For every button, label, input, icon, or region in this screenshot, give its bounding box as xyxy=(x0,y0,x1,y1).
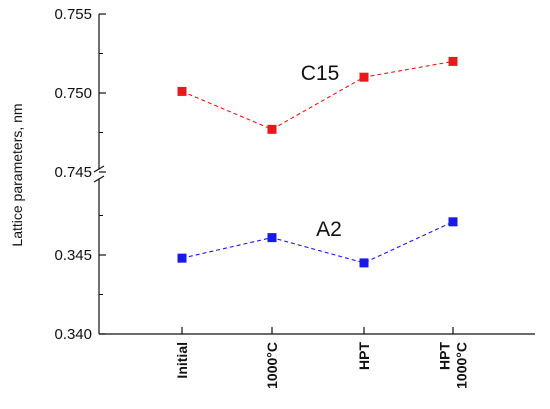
series-label-c15: C15 xyxy=(301,62,340,85)
x-category-label: HPT xyxy=(437,342,453,370)
data-point-a2 xyxy=(359,258,369,268)
x-category-label: HPT xyxy=(356,342,372,370)
data-point-c15 xyxy=(177,86,187,96)
series-line-a2 xyxy=(181,221,454,264)
y-tick-label: 0.750 xyxy=(54,85,92,102)
y-tick-label: 0.755 xyxy=(54,6,92,23)
y-tick-label: 0.745 xyxy=(54,164,92,181)
x-category-label: 1000°C xyxy=(264,342,280,389)
data-point-a2 xyxy=(448,217,458,227)
x-category-label: 1000°C xyxy=(454,342,470,389)
data-point-c15 xyxy=(267,124,277,134)
y-tick-label: 0.340 xyxy=(54,326,92,343)
data-point-a2 xyxy=(177,253,187,263)
series-line-c15 xyxy=(181,60,454,130)
axes xyxy=(93,13,535,335)
data-point-a2 xyxy=(267,233,277,243)
y-axis-title: Lattice parameters, nm xyxy=(9,103,25,246)
axis-break-mark xyxy=(93,175,105,183)
x-category-label: Initial xyxy=(174,342,190,379)
series-label-a2: A2 xyxy=(316,218,342,241)
axis-break-mark xyxy=(93,165,105,173)
y-tick-label: 0.345 xyxy=(54,247,92,264)
data-point-c15 xyxy=(359,72,369,82)
series-layer xyxy=(177,56,458,268)
data-point-c15 xyxy=(448,56,458,66)
